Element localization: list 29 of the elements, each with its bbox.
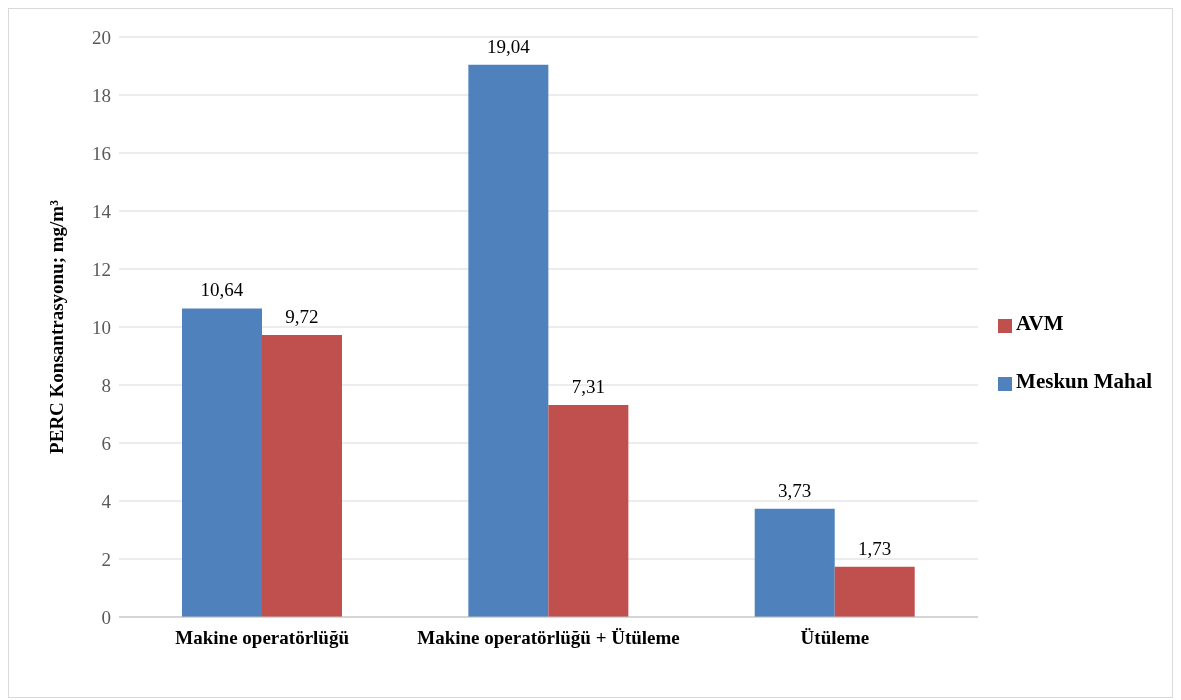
bar <box>834 566 915 617</box>
data-label: 9,72 <box>285 306 319 328</box>
legend-label: Meskun Mahal <box>1016 369 1152 393</box>
y-tick-label: 6 <box>101 432 111 454</box>
bar <box>262 335 342 617</box>
y-tick-label: 12 <box>92 258 111 280</box>
y-tick-label: 18 <box>92 84 111 106</box>
y-tick-label: 10 <box>92 316 111 338</box>
bar <box>754 508 835 617</box>
y-tick-label: 2 <box>101 548 111 570</box>
x-tick-label: Makine operatörlüğü + Ütüleme <box>417 627 680 649</box>
y-tick-label: 16 <box>92 142 111 164</box>
y-tick-label: 20 <box>92 26 111 48</box>
y-axis-title: PERC Konsantrasyonu; mg/m³ <box>45 199 67 454</box>
data-label: 10,64 <box>200 279 244 301</box>
bar <box>468 64 549 617</box>
data-label: 3,73 <box>778 479 812 501</box>
x-tick-label: Makine operatörlüğü <box>175 627 350 649</box>
x-tick-label: Ütüleme <box>800 627 870 649</box>
y-tick-label: 4 <box>101 490 112 512</box>
y-tick-label: 0 <box>101 606 111 628</box>
data-label: 7,31 <box>571 376 605 398</box>
bar <box>182 308 262 617</box>
data-label: 1,73 <box>858 537 892 559</box>
y-tick-label: 8 <box>101 374 111 396</box>
bar <box>548 405 629 617</box>
y-tick-label: 14 <box>92 200 112 222</box>
legend-label: AVM <box>1016 311 1064 335</box>
data-label: 19,04 <box>486 35 531 57</box>
